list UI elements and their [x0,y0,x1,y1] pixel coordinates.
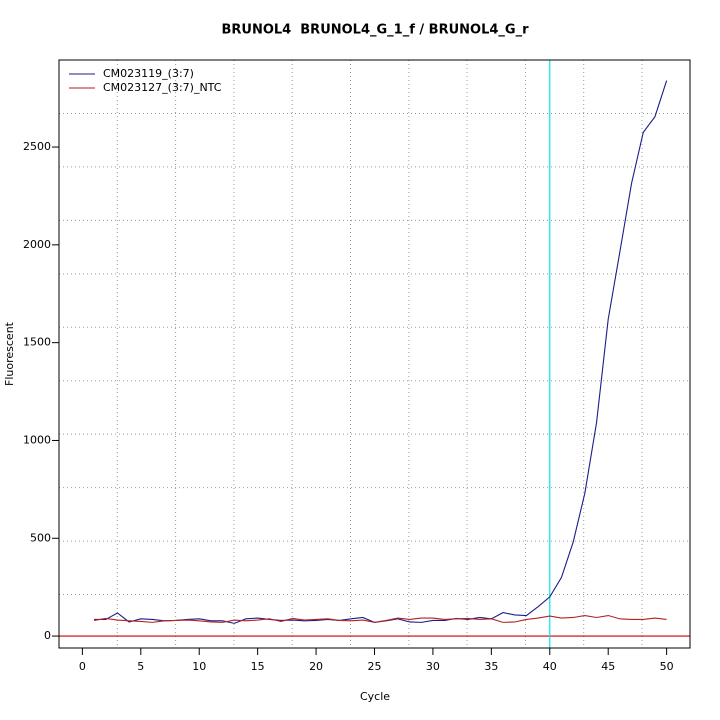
y-tick-label: 1000 [23,433,51,446]
y-tick-label: 2500 [23,140,51,153]
series-line [93,614,667,623]
x-tick-label: 45 [601,660,615,673]
y-axis-label: Fluorescent [3,321,16,386]
x-tick-label: 35 [484,660,498,673]
x-tick-label: 10 [192,660,206,673]
chart-title: BRUNOL4 BRUNOL4_G_1_f / BRUNOL4_G_r [221,23,529,38]
y-tick-label: 2000 [23,238,51,251]
y-tick-label: 500 [30,531,51,544]
x-tick-label: 30 [426,660,440,673]
legend-label: CM023127_(3:7)_NTC [103,81,222,94]
x-tick-label: 25 [368,660,382,673]
x-tick-label: 50 [660,660,674,673]
legend-label: CM023119_(3:7) [103,67,194,80]
x-tick-label: 40 [543,660,557,673]
x-tick-label: 5 [137,660,144,673]
x-tick-label: 20 [309,660,323,673]
y-tick-label: 0 [44,629,51,642]
x-tick-label: 0 [79,660,86,673]
x-axis-label: Cycle [360,690,390,703]
x-tick-label: 15 [251,660,265,673]
y-tick-label: 1500 [23,336,51,349]
plot-frame [58,59,691,649]
series-line [94,80,668,624]
